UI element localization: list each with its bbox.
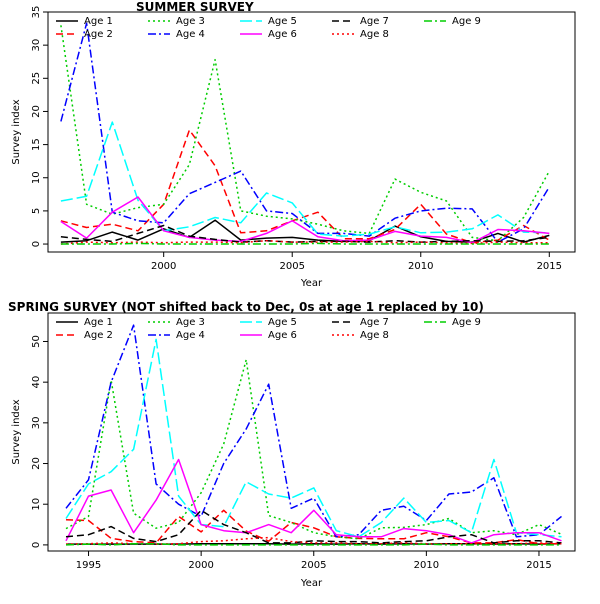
- legend-label: Age 8: [360, 29, 389, 40]
- legend-label: Age 3: [176, 317, 205, 328]
- x-tick-label: 2015: [537, 261, 562, 272]
- legend-label: Age 1: [84, 317, 113, 328]
- y-tick-label: 20: [31, 105, 42, 118]
- x-tick-label: 2005: [301, 560, 326, 571]
- plot-frame: [48, 313, 575, 551]
- legend-label: Age 5: [268, 317, 297, 328]
- chart-title: SPRING SURVEY (NOT shifted back to Dec, …: [8, 300, 484, 314]
- chart-panel-1: SUMMER SURVEY 2000 2005 2010 2015 0 5 10 15 20 25 3…: [11, 0, 575, 289]
- chart-title: SUMMER SURVEY: [136, 0, 254, 14]
- y-tick-label: 30: [31, 39, 42, 52]
- legend-label: Age 7: [360, 16, 389, 27]
- legend-label: Age 6: [268, 29, 297, 40]
- y-axis-label: Survey index: [11, 399, 22, 464]
- legend-label: Age 3: [176, 16, 205, 27]
- y-tick-label: 30: [31, 416, 42, 429]
- legend-label: Age 1: [84, 16, 113, 27]
- legend-label: Age 9: [452, 317, 481, 328]
- legend-label: Age 2: [84, 29, 113, 40]
- y-axis-label: Survey index: [11, 99, 22, 164]
- x-tick-label: 2005: [279, 261, 304, 272]
- series-line-5: [61, 122, 549, 236]
- y-tick-label: 50: [31, 335, 42, 348]
- series-line-3: [61, 25, 549, 240]
- x-tick-label: 1995: [76, 560, 101, 571]
- y-tick-label: 10: [31, 498, 42, 511]
- y-tick-label: 40: [31, 376, 42, 389]
- y-tick-label: 20: [31, 457, 42, 470]
- x-tick-label: 2010: [414, 560, 439, 571]
- y-tick-label: 5: [31, 208, 42, 214]
- legend-label: Age 7: [360, 317, 389, 328]
- y-tick-label: 35: [31, 6, 42, 19]
- x-axis-label: Year: [300, 278, 323, 289]
- x-tick-label: 2010: [408, 261, 433, 272]
- y-tick-label: 25: [31, 72, 42, 85]
- y-tick-label: 10: [31, 171, 42, 184]
- series-line-4: [66, 325, 562, 537]
- legend-label: Age 4: [176, 29, 205, 40]
- chart-panel-2: SPRING SURVEY (NOT shifted back to Dec, …: [8, 300, 575, 589]
- x-tick-label: 2015: [526, 560, 551, 571]
- x-axis-label: Year: [300, 578, 323, 589]
- series-line-6: [66, 460, 562, 543]
- legend-label: Age 2: [84, 330, 113, 341]
- y-tick-label: 0: [31, 241, 42, 247]
- legend-label: Age 6: [268, 330, 297, 341]
- legend-label: Age 4: [176, 330, 205, 341]
- series-line-7: [66, 510, 562, 543]
- y-tick-label: 15: [31, 138, 42, 151]
- x-tick-label: 2000: [188, 560, 213, 571]
- legend-label: Age 8: [360, 330, 389, 341]
- x-tick-label: 2000: [151, 261, 176, 272]
- series-line-3: [66, 360, 562, 539]
- legend-label: Age 9: [452, 16, 481, 27]
- series-line-2: [61, 130, 549, 243]
- y-tick-label: 0: [31, 542, 42, 548]
- legend-label: Age 5: [268, 16, 297, 27]
